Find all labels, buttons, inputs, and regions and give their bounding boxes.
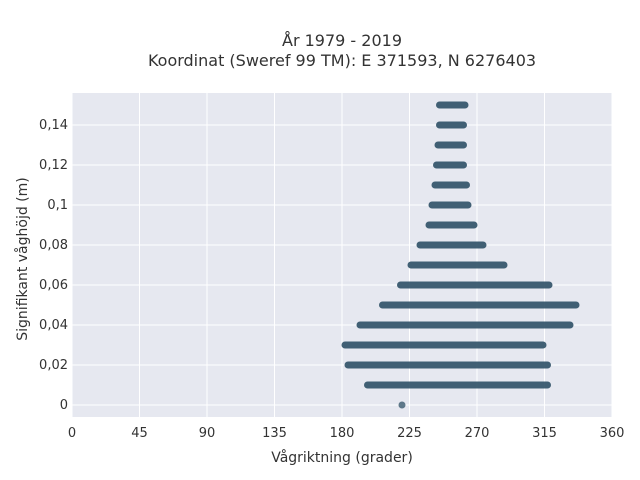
data-point	[398, 401, 406, 409]
x-tick-label: 0	[68, 426, 76, 441]
y-tick-label: 0,06	[39, 278, 68, 293]
y-tick-label: 0,12	[39, 158, 68, 173]
x-tick-label: 135	[262, 426, 287, 441]
y-tick-label: 0,1	[47, 198, 68, 213]
x-axis-ticks: 0 45 90 135 180 225 270 315 360	[68, 426, 625, 441]
x-tick-label: 90	[199, 426, 216, 441]
chart-title-line-1: År 1979 - 2019	[282, 31, 402, 50]
x-axis-title: Vågriktning (grader)	[271, 449, 413, 466]
x-tick-label: 225	[397, 426, 422, 441]
y-tick-label: 0,14	[39, 118, 68, 133]
data-points	[341, 101, 580, 409]
y-tick-label: 0,02	[39, 358, 68, 373]
y-axis-title: Signifikant våghöjd (m)	[14, 177, 31, 340]
x-tick-label: 270	[465, 426, 490, 441]
chart-title-line-2: Koordinat (Sweref 99 TM): E 371593, N 62…	[148, 51, 536, 70]
x-tick-label: 315	[532, 426, 557, 441]
x-tick-label: 360	[600, 426, 625, 441]
y-tick-label: 0,04	[39, 318, 68, 333]
x-tick-label: 180	[330, 426, 355, 441]
y-tick-label: 0,08	[39, 238, 68, 253]
x-tick-label: 45	[131, 426, 148, 441]
y-tick-label: 0	[60, 398, 68, 413]
y-axis-ticks: 0 0,02 0,04 0,06 0,08 0,1 0,12 0,14	[39, 118, 68, 413]
